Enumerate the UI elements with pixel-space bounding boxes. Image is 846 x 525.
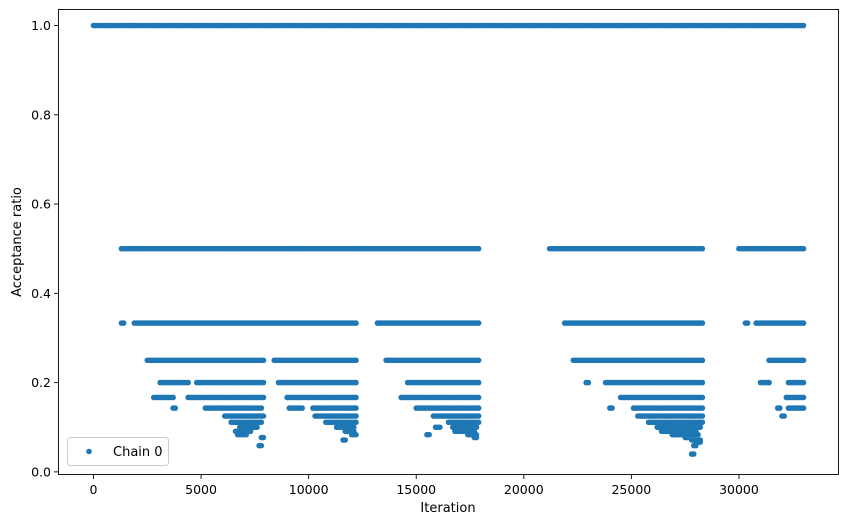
- data-point: [697, 424, 704, 431]
- data-point: [781, 413, 787, 419]
- y-tick-label: 0.0: [31, 464, 51, 479]
- legend-box: [67, 437, 169, 466]
- data-point: [475, 405, 482, 411]
- data-point: [690, 451, 697, 457]
- data-point: [172, 405, 179, 411]
- y-tick-label: 1.0: [31, 18, 51, 33]
- data-point: [699, 357, 706, 364]
- data-point: [254, 424, 260, 431]
- data-point: [353, 413, 359, 419]
- x-axis-ticks: 0 5000 10000 15000 20000 25000 30000: [90, 475, 759, 497]
- data-point: [353, 405, 359, 411]
- data-point: [260, 394, 267, 401]
- y-axis-label: Acceptance ratio: [10, 187, 25, 297]
- y-tick-label: 0.4: [31, 286, 51, 301]
- data-point: [475, 379, 482, 386]
- data-point: [800, 22, 807, 29]
- data-point: [699, 245, 706, 252]
- data-point: [800, 320, 807, 326]
- data-point: [353, 394, 359, 401]
- data-point: [260, 357, 267, 364]
- data-point: [744, 320, 751, 326]
- x-tick-label: 5000: [185, 482, 217, 497]
- legend-marker: [86, 448, 92, 455]
- data-point: [699, 405, 706, 411]
- data-point: [800, 394, 807, 401]
- data-point: [609, 405, 615, 411]
- x-axis-label: Iteration: [420, 501, 475, 516]
- data-point: [693, 442, 699, 449]
- legend-entry-chain-0: Chain 0: [113, 445, 163, 460]
- data-point: [699, 413, 706, 419]
- data-point: [260, 379, 267, 386]
- data-point: [800, 245, 807, 252]
- data-point: [800, 405, 807, 411]
- data-point: [800, 379, 807, 386]
- data-point: [353, 320, 359, 326]
- data-point: [475, 357, 482, 364]
- data-point: [342, 437, 349, 443]
- data-point: [766, 379, 772, 386]
- data-point: [475, 245, 482, 252]
- data-point: [699, 379, 706, 386]
- data-point: [475, 419, 482, 426]
- x-tick-label: 0: [90, 482, 98, 497]
- x-tick-label: 10000: [289, 482, 329, 497]
- data-point: [120, 320, 127, 326]
- data-point: [170, 394, 176, 401]
- data-point: [695, 431, 701, 438]
- data-point: [699, 320, 706, 326]
- data-point: [243, 431, 250, 438]
- x-tick-label: 30000: [719, 482, 759, 497]
- x-tick-label: 25000: [611, 482, 651, 497]
- data-point: [260, 413, 267, 419]
- y-tick-label: 0.2: [31, 375, 51, 390]
- y-tick-label: 0.8: [31, 107, 51, 122]
- data-point: [475, 394, 482, 401]
- data-point: [777, 405, 783, 411]
- x-tick-label: 20000: [504, 482, 544, 497]
- data-point: [353, 379, 359, 386]
- x-tick-label: 15000: [396, 482, 436, 497]
- y-tick-label: 0.6: [31, 197, 51, 212]
- legend: Chain 0: [67, 437, 169, 466]
- data-point: [299, 405, 306, 411]
- data-point: [585, 379, 592, 386]
- data-point: [353, 419, 359, 426]
- data-point: [258, 419, 265, 426]
- data-point: [800, 357, 807, 364]
- data-point: [473, 434, 480, 441]
- data-point: [353, 431, 359, 438]
- data-point: [475, 320, 482, 326]
- data-point: [437, 424, 443, 431]
- data-point: [353, 357, 359, 364]
- plot-frame: [58, 9, 839, 475]
- data-point: [426, 431, 432, 438]
- data-point: [699, 419, 706, 426]
- plot-background: [58, 9, 839, 475]
- data-point: [247, 428, 254, 435]
- data-point: [185, 379, 191, 386]
- data-point: [260, 434, 267, 441]
- data-point: [697, 439, 704, 445]
- data-point: [258, 442, 265, 449]
- data-point: [684, 434, 691, 441]
- data-point: [258, 405, 265, 411]
- data-point: [699, 394, 706, 401]
- data-point: [475, 413, 482, 419]
- y-axis-ticks: 0.0 0.2 0.4 0.6 0.8 1.0: [31, 18, 58, 479]
- scatter-points: [90, 22, 807, 457]
